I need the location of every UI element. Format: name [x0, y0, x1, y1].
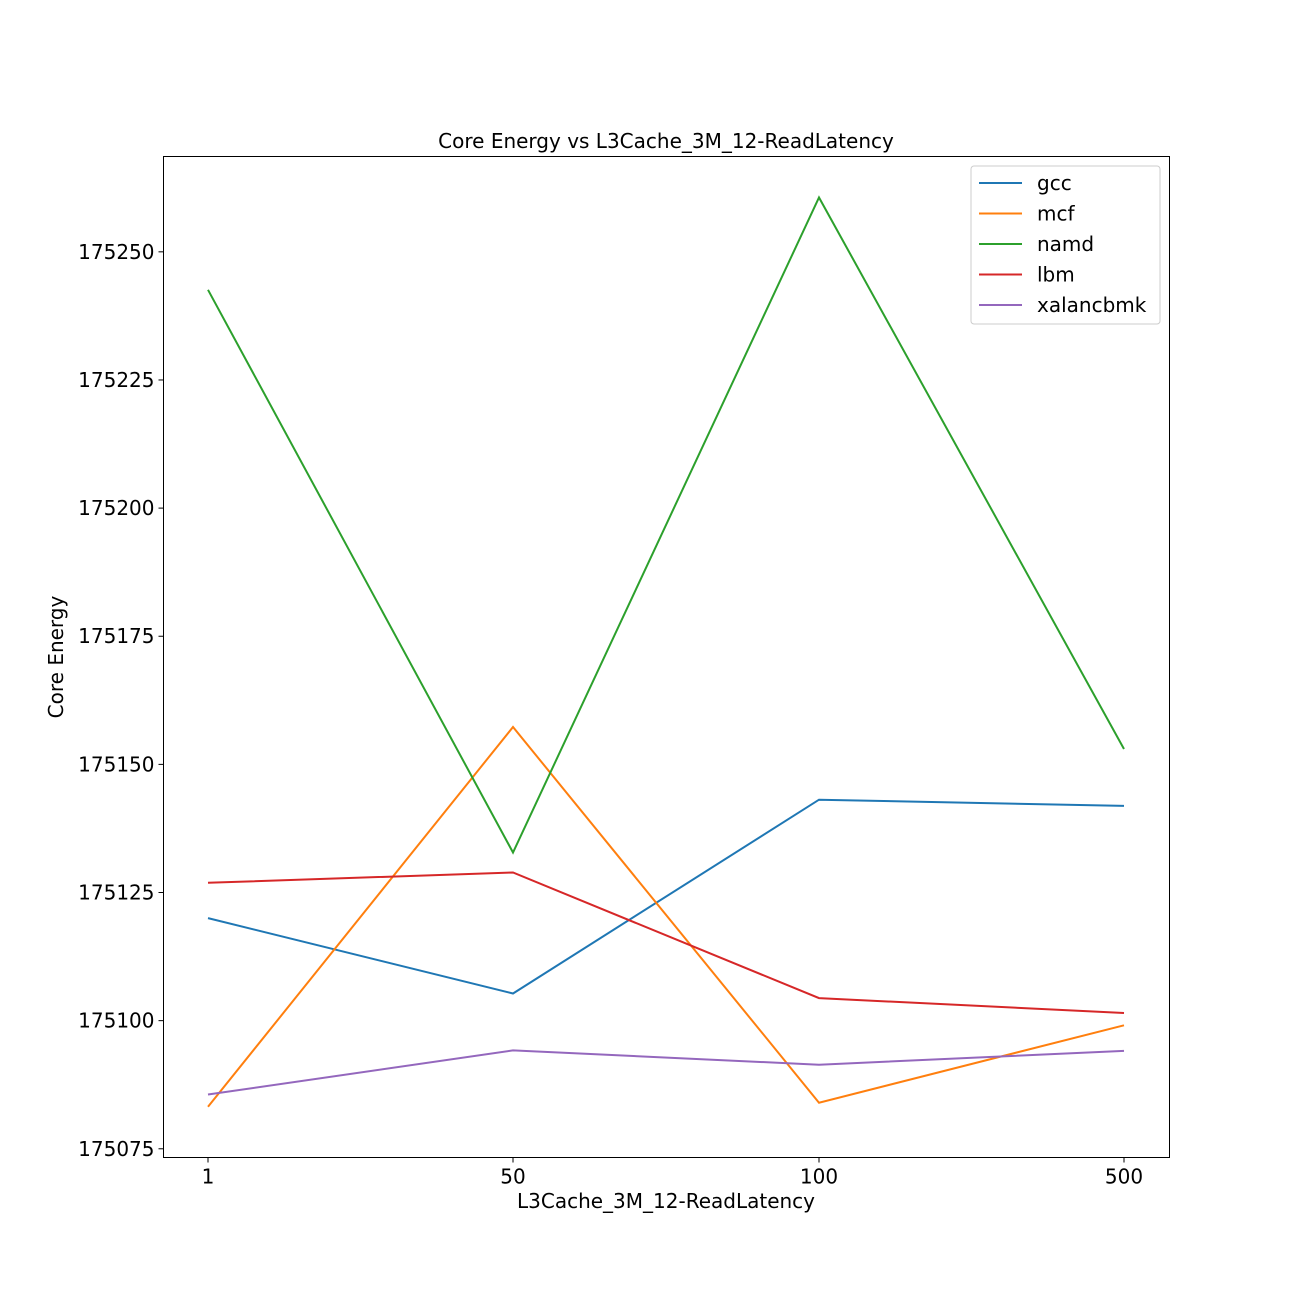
y-tick-label: 175100 [78, 1009, 154, 1033]
x-axis: 1 50 100 500 [202, 1157, 1143, 1189]
plot-area [207, 195, 1125, 1108]
x-tick-label: 1 [202, 1165, 215, 1189]
y-axis-title: Core Energy [44, 596, 68, 719]
legend-label-gcc: gcc [1037, 171, 1072, 195]
legend-label-xalancbmk: xalancbmk [1037, 293, 1147, 317]
y-tick-label: 175200 [78, 496, 154, 520]
series-line-xalancbmk [207, 1049, 1125, 1096]
legend-label-mcf: mcf [1037, 202, 1075, 226]
x-tick-label: 100 [800, 1165, 838, 1189]
series-line-gcc [207, 798, 1125, 995]
legend-label-namd: namd [1037, 232, 1094, 256]
y-tick-label: 175225 [78, 368, 154, 392]
legend-box [970, 165, 1161, 325]
legend-label-lbm: lbm [1037, 263, 1075, 287]
y-tick-label: 175250 [78, 240, 154, 264]
y-tick-label: 175150 [78, 752, 154, 776]
legend: gcc mcf namd lbm xalancbmk [970, 165, 1161, 325]
x-axis-title: L3Cache_3M_12-ReadLatency [517, 1189, 815, 1213]
x-tick-label: 50 [500, 1165, 525, 1189]
chart-title: Core Energy vs L3Cache_3M_12-ReadLatency [438, 129, 894, 153]
series-line-mcf [207, 725, 1125, 1108]
x-tick-label: 500 [1105, 1165, 1143, 1189]
series-line-namd [207, 195, 1125, 855]
series-line-lbm [207, 871, 1125, 1014]
y-tick-label: 175075 [78, 1137, 154, 1161]
y-tick-label: 175125 [78, 881, 154, 905]
y-tick-label: 175175 [78, 624, 154, 648]
y-axis: 175075 175100 175125 175150 175175 175200 1752… [78, 240, 164, 1161]
plot-frame [163, 156, 1170, 1158]
